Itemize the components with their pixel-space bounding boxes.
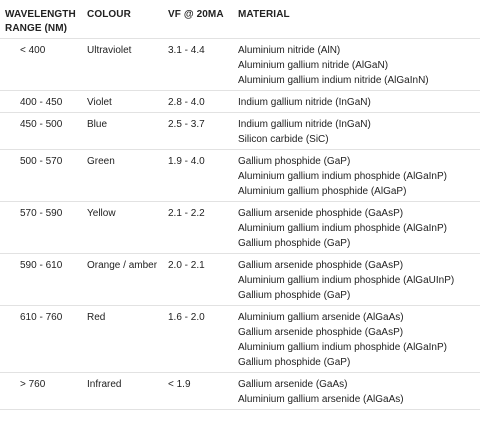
material-line: Indium gallium nitride (InGaN) — [238, 97, 371, 108]
cell-vf: 2.5 - 3.7 — [168, 119, 205, 130]
material-line: Gallium phosphide (GaP) — [238, 156, 351, 167]
cell-material: Indium gallium nitride (InGaN) Silicon ca… — [238, 117, 480, 147]
table-row: 500 - 570 Green 1.9 - 4.0 Gallium phosphide… — [0, 149, 480, 201]
cell-colour: Blue — [87, 119, 108, 130]
cell-range: < 400 — [20, 45, 46, 56]
cell-vf: < 1.9 — [168, 379, 191, 390]
table-row: < 400 Ultraviolet 3.1 - 4.4 Aluminium nitri… — [0, 38, 480, 90]
cell-material: Gallium arsenide phosphide (GaAsP) Alumin… — [238, 258, 480, 303]
cell-material: Aluminium gallium arsenide (AlGaAs) Galli… — [238, 310, 480, 370]
cell-range: 400 - 450 — [20, 97, 63, 108]
cell-range: > 760 — [20, 379, 46, 390]
header-vf: Vf @ 20mA — [168, 9, 224, 20]
cell-vf: 3.1 - 4.4 — [168, 45, 205, 56]
cell-colour: Infrared — [87, 379, 122, 390]
table-row: 400 - 450 Violet 2.8 - 4.0 Indium gallium n… — [0, 90, 480, 112]
material-line: Aluminium gallium indium phosphide (AlGa… — [238, 223, 447, 234]
material-line: Aluminium nitride (AlN) — [238, 45, 341, 56]
header-colour: Colour — [87, 9, 131, 20]
cell-colour: Orange / amber — [87, 260, 158, 271]
cell-range: 590 - 610 — [20, 260, 63, 271]
cell-material: Gallium arsenide (GaAs) Aluminium gallium… — [238, 377, 480, 407]
material-line: Aluminium gallium indium phosphide (AlGa… — [238, 171, 447, 182]
material-line: Aluminium gallium nitride (AlGaN) — [238, 60, 389, 71]
cell-colour: Ultraviolet — [87, 45, 132, 56]
cell-vf: 1.9 - 4.0 — [168, 156, 205, 167]
cell-range: 500 - 570 — [20, 156, 63, 167]
cell-material: Aluminium nitride (AlN) Aluminium gallium… — [238, 43, 480, 88]
material-line: Gallium phosphide (GaP) — [238, 357, 351, 368]
cell-vf: 2.1 - 2.2 — [168, 208, 205, 219]
cell-material: Gallium phosphide (GaP) Aluminium gallium… — [238, 154, 480, 199]
table-row: > 760 Infrared < 1.9 Gallium arsenide (GaAs… — [0, 372, 480, 410]
material-line: Gallium phosphide (GaP) — [238, 238, 351, 249]
material-line: Indium gallium nitride (InGaN) — [238, 119, 371, 130]
cell-range: 570 - 590 — [20, 208, 63, 219]
table-header: Wavelength range (nm) Colour Vf @ 20mA M… — [0, 0, 480, 38]
led-table: Wavelength range (nm) Colour Vf @ 20mA M… — [0, 0, 480, 410]
cell-colour: Green — [87, 156, 115, 167]
cell-colour: Violet — [87, 97, 112, 108]
cell-colour: Red — [87, 312, 106, 323]
cell-range: 450 - 500 — [20, 119, 63, 130]
material-line: Aluminium gallium arsenide (AlGaAs) — [238, 394, 404, 405]
material-line: Aluminium gallium indium phosphide (AlGa… — [238, 342, 447, 353]
cell-colour: Yellow — [87, 208, 116, 219]
material-line: Gallium arsenide phosphide (GaAsP) — [238, 260, 404, 271]
cell-material: Gallium arsenide phosphide (GaAsP) Alumin… — [238, 206, 480, 251]
material-line: Aluminium gallium indium phosphide (AlGa… — [238, 275, 455, 286]
material-line: Aluminium gallium phosphide (AlGaP) — [238, 186, 407, 197]
material-line: Gallium arsenide phosphide (GaAsP) — [238, 208, 404, 219]
cell-vf: 2.0 - 2.1 — [168, 260, 205, 271]
cell-range: 610 - 760 — [20, 312, 63, 323]
header-material: Material — [238, 9, 290, 20]
cell-material: Indium gallium nitride (InGaN) — [238, 95, 480, 110]
table-row: 570 - 590 Yellow 2.1 - 2.2 Gallium arsenide… — [0, 201, 480, 253]
table-row: 610 - 760 Red 1.6 - 2.0 Aluminium gallium a… — [0, 305, 480, 372]
material-line: Aluminium gallium indium nitride (AlGaIn… — [238, 75, 429, 86]
cell-vf: 1.6 - 2.0 — [168, 312, 205, 323]
table-row: 590 - 610 Orange / amber 2.0 - 2.1 Gallium … — [0, 253, 480, 305]
material-line: Gallium arsenide (GaAs) — [238, 379, 348, 390]
material-line: Silicon carbide (SiC) — [238, 134, 329, 145]
material-line: Aluminium gallium arsenide (AlGaAs) — [238, 312, 404, 323]
header-range: Wavelength range (nm) — [5, 9, 76, 34]
table-body: < 400 Ultraviolet 3.1 - 4.4 Aluminium nitri… — [0, 38, 480, 410]
cell-vf: 2.8 - 4.0 — [168, 97, 205, 108]
material-line: Gallium arsenide phosphide (GaAsP) — [238, 327, 404, 338]
table-row: 450 - 500 Blue 2.5 - 3.7 Indium gallium nit… — [0, 112, 480, 149]
material-line: Gallium phosphide (GaP) — [238, 290, 351, 301]
